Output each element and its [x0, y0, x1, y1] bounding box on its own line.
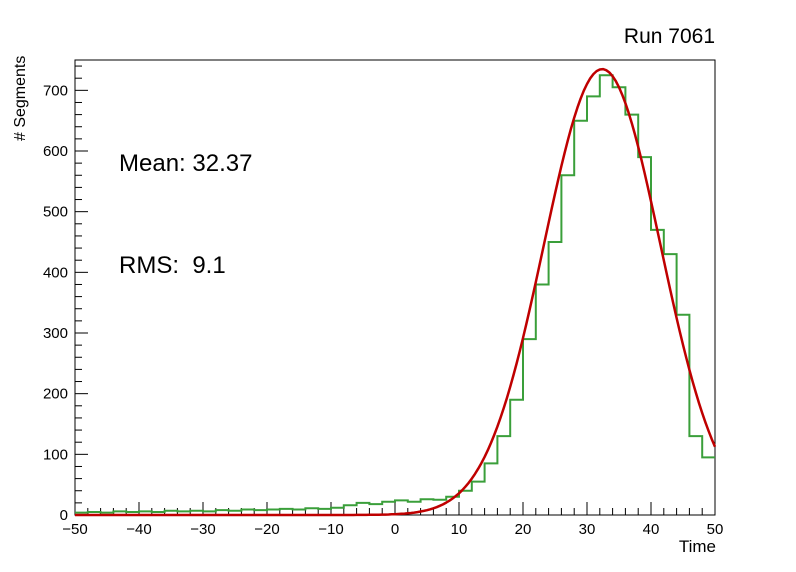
x-tick-label: −30: [190, 521, 215, 538]
x-tick-label: 0: [391, 521, 399, 538]
stats-block: Mean: 32.37 RMS: 9.1: [119, 79, 252, 351]
plot-title: Run 7061: [623, 25, 715, 48]
x-tick-label: −50: [62, 521, 87, 538]
x-tick-label: 10: [451, 521, 468, 538]
y-tick-label: 100: [43, 446, 68, 463]
y-tick-label: 200: [43, 386, 68, 403]
x-tick-label: −10: [318, 521, 343, 538]
x-tick-label: 30: [579, 521, 596, 538]
y-tick-label: 500: [43, 204, 68, 221]
histogram-series: [75, 74, 715, 514]
y-axis-title: # Segments: [12, 55, 29, 141]
x-tick-label: −40: [126, 521, 151, 538]
y-tick-label: 0: [60, 507, 68, 524]
stat-mean: Mean: 32.37: [119, 150, 253, 177]
x-tick-label: 40: [643, 521, 660, 538]
y-tick-label: 600: [43, 143, 68, 160]
x-tick-label: −20: [254, 521, 279, 538]
y-tick-label: 400: [43, 264, 68, 281]
y-tick-label: 300: [43, 325, 68, 342]
x-axis-title: Time: [678, 537, 716, 556]
y-tick-label: 700: [43, 82, 68, 99]
stat-rms: RMS: 9.1: [119, 252, 226, 279]
x-tick-label: 50: [707, 521, 724, 538]
fit-curve: [75, 67, 717, 517]
x-tick-label: 20: [515, 521, 532, 538]
